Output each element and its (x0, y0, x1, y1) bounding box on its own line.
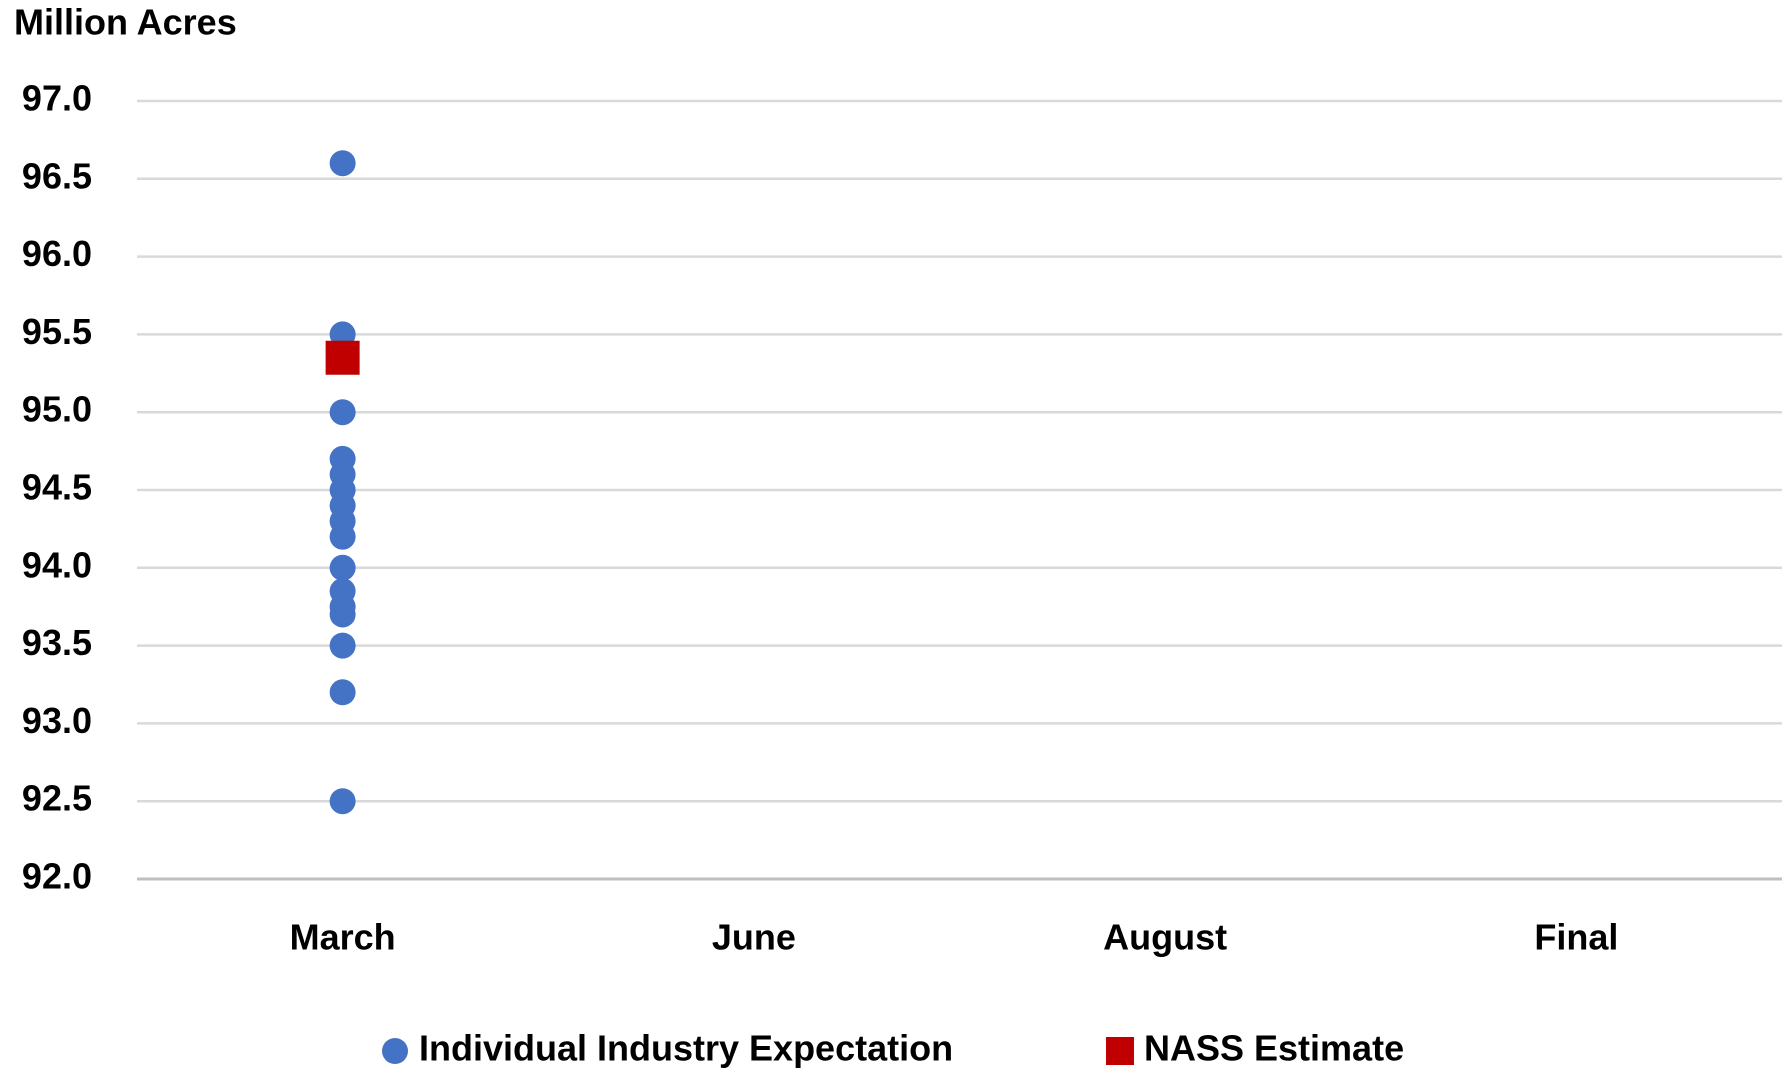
data-point (329, 554, 356, 581)
x-tick-label: June (712, 917, 796, 958)
y-tick-label: 92.0 (22, 856, 92, 897)
data-point (329, 632, 356, 659)
data-point (329, 150, 356, 177)
y-tick-label: 95.0 (22, 389, 92, 430)
data-point (329, 523, 356, 550)
data-point (325, 340, 360, 375)
x-tick-label: Final (1534, 917, 1618, 958)
y-tick-label: 94.0 (22, 544, 92, 585)
y-tick-label: 96.5 (22, 155, 92, 196)
y-tick-label: 97.0 (22, 78, 92, 119)
data-point (329, 788, 356, 815)
legend-swatch (1106, 1037, 1134, 1065)
y-tick-label: 92.5 (22, 778, 92, 819)
y-axis-label: Million Acres (14, 2, 237, 43)
data-point (329, 399, 356, 426)
y-tick-label: 95.5 (22, 311, 92, 352)
y-tick-label: 93.5 (22, 622, 92, 663)
legend-label: Individual Industry Expectation (419, 1028, 953, 1069)
y-tick-label: 94.5 (22, 467, 92, 508)
x-tick-label: August (1103, 917, 1227, 958)
data-point (329, 601, 356, 628)
y-tick-label: 93.0 (22, 700, 92, 741)
x-tick-label: March (290, 917, 396, 958)
legend-label: NASS Estimate (1144, 1028, 1404, 1069)
legend-swatch (382, 1038, 408, 1064)
y-tick-label: 96.0 (22, 233, 92, 274)
data-point (329, 679, 356, 706)
